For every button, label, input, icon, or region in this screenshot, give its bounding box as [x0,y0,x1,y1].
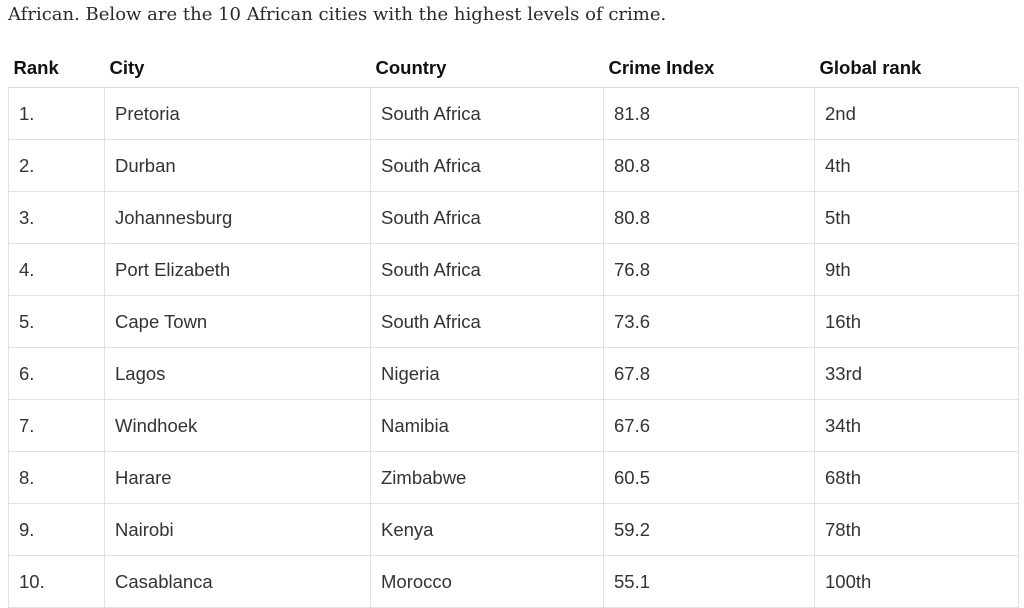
table-cell: 80.8 [603,191,815,244]
table-cell: Port Elizabeth [104,243,371,296]
header-row: Rank City Country Crime Index Global rank [8,48,1019,88]
table-cell: 33rd [814,347,1019,400]
table-cell: 6. [8,347,105,400]
table-cell: South Africa [370,191,604,244]
table-row: 3. Johannesburg South Africa 80.8 5th [8,191,1019,244]
column-header: Rank [8,48,105,88]
table-cell: 7. [8,399,105,452]
table-cell: 60.5 [603,451,815,504]
table-cell: Windhoek [104,399,371,452]
table-cell: Cape Town [104,295,371,348]
table-cell: 10. [8,555,105,608]
table-cell: 76.8 [603,243,815,296]
table-cell: Namibia [370,399,604,452]
table-cell: 8. [8,451,105,504]
table-cell: 55.1 [603,555,815,608]
table-row: 1. Pretoria South Africa 81.8 2nd [8,87,1019,140]
table-cell: 34th [814,399,1019,452]
table-cell: Morocco [370,555,604,608]
table-cell: Pretoria [104,87,371,140]
table-row: 6. Lagos Nigeria 67.8 33rd [8,347,1019,400]
table-cell: 16th [814,295,1019,348]
table-row: 2. Durban South Africa 80.8 4th [8,139,1019,192]
table-cell: 3. [8,191,105,244]
table-cell: 67.8 [603,347,815,400]
table-body: 1. Pretoria South Africa 81.8 2nd 2. Durban Sou… [8,87,1019,608]
table-cell: South Africa [370,295,604,348]
table-cell: Kenya [370,503,604,556]
table-cell: 4. [8,243,105,296]
table-cell: 67.6 [603,399,815,452]
table-cell: 80.8 [603,139,815,192]
table-row: 8. Harare Zimbabwe 60.5 68th [8,451,1019,504]
column-header: Global rank [814,48,1019,88]
table-cell: 100th [814,555,1019,608]
table-row: 10. Casablanca Morocco 55.1 100th [8,555,1019,608]
table-row: 5. Cape Town South Africa 73.6 16th [8,295,1019,348]
table-cell: 78th [814,503,1019,556]
table-row: 4. Port Elizabeth South Africa 76.8 9th [8,243,1019,296]
table-cell: Casablanca [104,555,371,608]
table-cell: Nigeria [370,347,604,400]
table-cell: 2nd [814,87,1019,140]
column-header: City [104,48,371,88]
table-cell: Nairobi [104,503,371,556]
table-cell: 59.2 [603,503,815,556]
table-cell: Durban [104,139,371,192]
table-cell: 4th [814,139,1019,192]
table-cell: Zimbabwe [370,451,604,504]
crime-table: Rank City Country Crime Index Global rank 1.… [8,48,1019,608]
table-row: 9. Nairobi Kenya 59.2 78th [8,503,1019,556]
table-cell: South Africa [370,87,604,140]
table-cell: 5. [8,295,105,348]
table-cell: South Africa [370,139,604,192]
column-header: Crime Index [603,48,815,88]
intro-text: African. Below are the 10 African cities… [8,4,667,25]
table-cell: 9th [814,243,1019,296]
table-cell: 5th [814,191,1019,244]
table-cell: 73.6 [603,295,815,348]
table-cell: Johannesburg [104,191,371,244]
table-cell: 2. [8,139,105,192]
table-cell: 81.8 [603,87,815,140]
table-cell: South Africa [370,243,604,296]
column-header: Country [370,48,604,88]
table-cell: 9. [8,503,105,556]
table-row: 7. Windhoek Namibia 67.6 34th [8,399,1019,452]
table-cell: Harare [104,451,371,504]
table-cell: 1. [8,87,105,140]
table-cell: 68th [814,451,1019,504]
table-cell: Lagos [104,347,371,400]
